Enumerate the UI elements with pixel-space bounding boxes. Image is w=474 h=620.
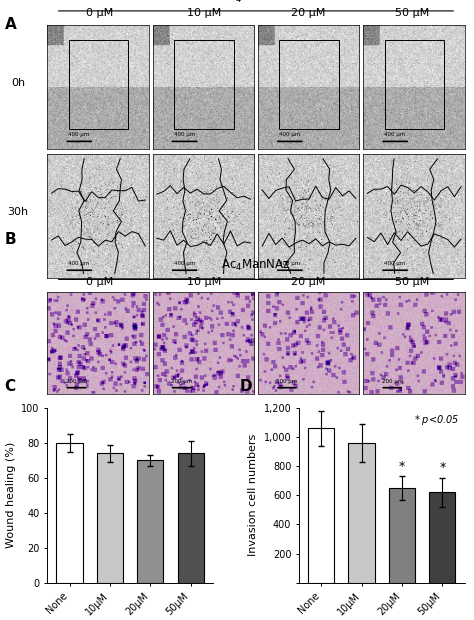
Text: C: C [5,379,16,394]
Text: 10 μM: 10 μM [187,277,221,286]
Bar [279,40,339,129]
Bar [348,443,374,583]
Text: 200 μm: 200 μm [171,379,192,384]
Text: 0 μM: 0 μM [86,277,113,286]
Text: 200 μm: 200 μm [66,379,87,384]
Text: 20 μM: 20 μM [291,277,325,286]
Text: 400 μm: 400 μm [384,132,405,137]
Bar [384,40,444,129]
Text: 0 μM: 0 μM [86,9,113,19]
Text: 400 μm: 400 μm [173,261,195,266]
Text: B: B [5,232,17,247]
Text: D: D [239,379,252,394]
Text: 30h: 30h [8,207,29,217]
Text: 20 μM: 20 μM [291,9,325,19]
Text: 400 μm: 400 μm [279,132,300,137]
Text: *: * [399,459,405,472]
Bar [308,428,334,583]
Y-axis label: Wound healing (%): Wound healing (%) [6,442,16,549]
Text: 200 μm: 200 μm [382,379,403,384]
Y-axis label: Invasion cell numbers: Invasion cell numbers [248,434,258,556]
Text: 400 μm: 400 μm [173,132,195,137]
Bar [56,443,83,583]
Text: 400 μm: 400 μm [68,132,90,137]
Text: 50 μM: 50 μM [395,277,429,286]
Text: 400 μm: 400 μm [68,261,90,266]
Text: 0h: 0h [11,78,25,88]
Text: 400 μm: 400 μm [384,261,405,266]
Bar [97,453,123,583]
Text: Ac$_{4}$ManNAz: Ac$_{4}$ManNAz [221,0,291,4]
Bar [69,40,128,129]
Bar [389,488,415,583]
Text: * $p$<0.05: * $p$<0.05 [414,413,460,427]
Text: A: A [5,17,17,32]
Bar [137,460,164,583]
Text: *: * [439,461,446,474]
Text: Ac$_{4}$ManNAz: Ac$_{4}$ManNAz [221,258,291,273]
Bar [429,492,456,583]
Text: 400 μm: 400 μm [279,261,300,266]
Text: 10 μM: 10 μM [187,9,221,19]
Text: 200 μm: 200 μm [276,379,298,384]
Bar [178,453,204,583]
Text: 50 μM: 50 μM [395,9,429,19]
Bar [174,40,234,129]
